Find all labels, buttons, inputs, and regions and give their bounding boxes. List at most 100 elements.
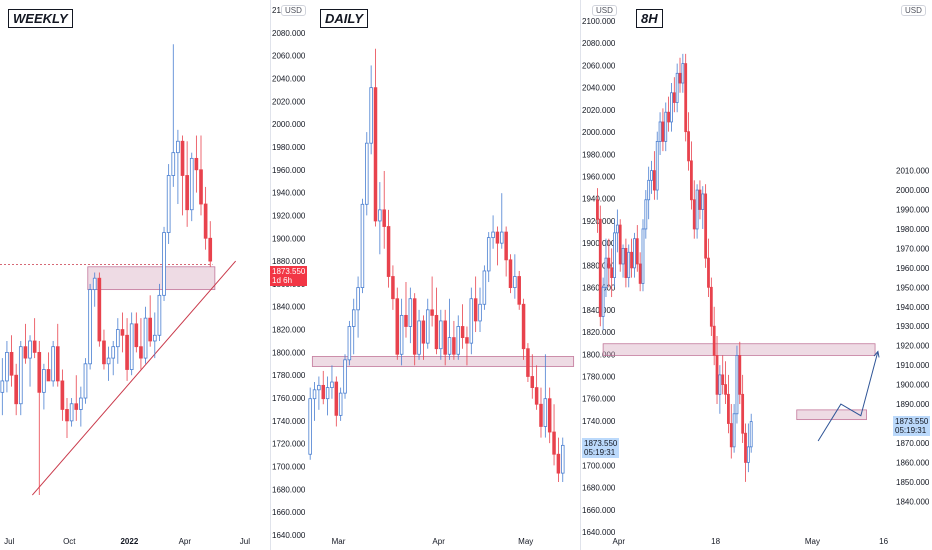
h8-x-tick-label: 18 xyxy=(711,537,720,546)
weekly-candle-body xyxy=(55,346,60,382)
weekly-candle-body xyxy=(51,346,55,382)
daily-candle-body xyxy=(547,398,552,433)
h8-candle-body xyxy=(601,286,605,317)
weekly-y-tick-label: 1680.000 xyxy=(272,485,306,494)
h8-candle-body xyxy=(598,218,602,317)
weekly-y-tick-label: 1740.000 xyxy=(272,417,306,426)
h8-y-tick-label: 1860.000 xyxy=(896,458,930,467)
weekly-candle-body xyxy=(185,175,189,211)
h8-candle-body xyxy=(715,355,719,395)
daily-y-tick-label: 1740.000 xyxy=(582,417,616,426)
weekly-y-tick-label: 1780.000 xyxy=(272,371,306,380)
weekly-candle-body xyxy=(5,351,9,382)
daily-zone xyxy=(311,356,575,367)
weekly-trend-line xyxy=(31,260,237,496)
daily-y-tick-label: 1980.000 xyxy=(582,150,616,159)
weekly-candle-body xyxy=(189,157,194,211)
h8-candle-body xyxy=(678,72,682,84)
h8-candle-body xyxy=(604,257,608,288)
h8-currency-badge[interactable]: USD xyxy=(901,5,926,16)
weekly-y-tick-label: 1880.000 xyxy=(272,257,306,266)
weekly-y-tick-label: 1700.000 xyxy=(272,463,306,472)
daily-y-tick-label: 2060.000 xyxy=(582,61,616,70)
h8-candle-body xyxy=(681,63,685,84)
h8-candle-body xyxy=(610,267,614,278)
h8-candle-body xyxy=(650,170,653,181)
daily-x-tick-label: May xyxy=(518,537,533,546)
daily-candle-body xyxy=(439,320,443,350)
weekly-candle-body xyxy=(102,340,106,365)
daily-candle-body xyxy=(561,444,565,474)
h8-candle-body xyxy=(624,248,628,278)
daily-candle-body xyxy=(456,326,460,355)
weekly-candle-body xyxy=(139,346,143,359)
h8-candle-body xyxy=(689,160,693,201)
h8-candle-body xyxy=(647,179,651,201)
h8-projection-arrowhead xyxy=(873,350,880,358)
weekly-candle-body xyxy=(162,232,166,296)
daily-candle-body xyxy=(395,298,400,355)
weekly-candle-body xyxy=(180,140,185,176)
h8-candle-body xyxy=(641,228,645,284)
daily-candle-body xyxy=(308,398,312,455)
daily-candle-body xyxy=(382,209,386,227)
daily-candle-body xyxy=(412,298,417,355)
h8-candle-body xyxy=(727,393,730,424)
h8-projection-path xyxy=(817,351,879,442)
weekly-chart-group: 1640.000 1660.000 1680.000 1700.000 1720.000… xyxy=(0,6,306,546)
h8-candle-body xyxy=(749,421,753,448)
h8-candle-body xyxy=(732,413,736,448)
daily-currency-badge[interactable]: USD xyxy=(592,5,617,16)
weekly-x-tick-label: Jul xyxy=(240,537,250,546)
h8-candle-body xyxy=(746,446,750,463)
daily-candle-body xyxy=(482,270,487,305)
weekly-candle-body xyxy=(0,380,5,393)
weekly-candle-body xyxy=(28,340,32,359)
h8-candle-body xyxy=(672,92,676,103)
daily-candle-body xyxy=(426,309,430,344)
h8-candle-body xyxy=(630,251,633,269)
weekly-y-tick-label: 1980.000 xyxy=(272,143,306,152)
daily-candle-body xyxy=(421,320,426,344)
weekly-candle-body xyxy=(194,157,199,171)
weekly-candle-body xyxy=(199,169,203,205)
daily-candle-body xyxy=(500,231,504,244)
daily-x-tick-label: Apr xyxy=(432,537,445,546)
daily-candle-body xyxy=(321,384,325,400)
weekly-y-tick-label: 1760.000 xyxy=(272,394,306,403)
h8-y-tick-label: 1910.000 xyxy=(896,361,930,370)
weekly-y-tick-label: 1840.000 xyxy=(272,303,306,312)
daily-candle-body xyxy=(430,309,434,316)
daily-y-tick-label: 1760.000 xyxy=(582,395,616,404)
daily-candle-body xyxy=(465,337,469,344)
weekly-currency-badge[interactable]: USD xyxy=(281,5,306,16)
daily-panel-title: DAILY xyxy=(320,9,369,28)
h8-candle-body xyxy=(701,193,705,210)
h8-candle-body xyxy=(718,374,722,395)
h8-y-tick-label: 2010.000 xyxy=(896,167,930,176)
h8-candle-body xyxy=(741,393,745,434)
daily-candle-body xyxy=(513,276,517,289)
h8-y-tick-label: 1970.000 xyxy=(896,244,930,253)
weekly-candle-body xyxy=(14,374,19,405)
weekly-candle-body xyxy=(120,329,125,336)
weekly-candle-body xyxy=(208,237,213,262)
daily-candle-body xyxy=(491,231,495,239)
h8-candle-body xyxy=(652,170,656,191)
daily-candle-body xyxy=(452,337,456,355)
daily-candle-body xyxy=(369,87,373,144)
weekly-y-tick-label: 2060.000 xyxy=(272,52,306,61)
daily-candle-body xyxy=(530,376,535,388)
weekly-candle-body xyxy=(42,369,46,393)
h8-candle-body xyxy=(618,224,622,265)
weekly-y-tick-label: 1960.000 xyxy=(272,166,306,175)
weekly-y-tick-label: 2000.000 xyxy=(272,120,306,129)
h8-candle-body xyxy=(644,199,648,230)
daily-candle-body xyxy=(552,431,556,455)
h8-candle-body xyxy=(692,199,696,230)
daily-candle-body xyxy=(517,276,521,305)
daily-candle-body xyxy=(347,326,352,361)
daily-chart-group: 1640.0001660.0001680.0001700.0001720.000… xyxy=(308,17,616,546)
daily-candle-body xyxy=(356,287,360,311)
weekly-y-tick-label: 1720.000 xyxy=(272,440,306,449)
